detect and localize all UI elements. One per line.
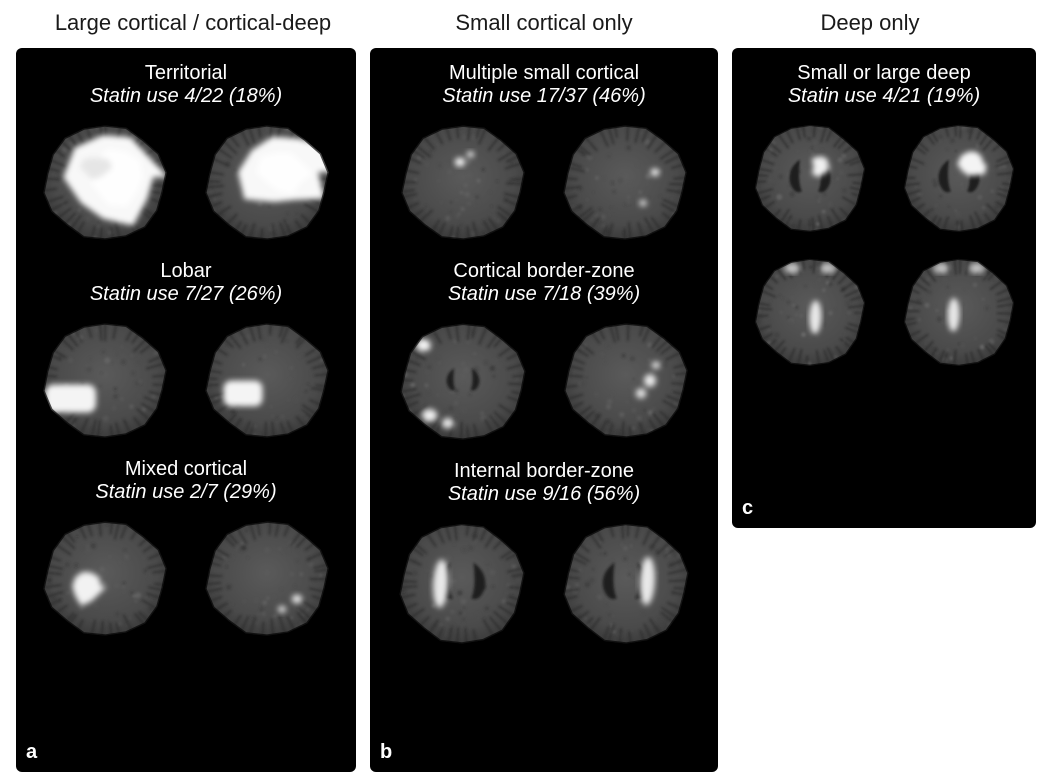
- panel-letter-c: c: [742, 497, 753, 520]
- group-internal-border-zone: Internal border-zone Statin use 9/16 (56…: [380, 460, 708, 658]
- group-stat-cortical-border-zone: Statin use 7/18 (39%): [380, 283, 708, 306]
- brain-image: [30, 512, 180, 640]
- brain-image: [192, 314, 342, 442]
- panel-b: Multiple small cortical Statin use 17/37…: [370, 48, 718, 772]
- group-title-deep: Small or large deep: [742, 62, 1026, 85]
- brain-image: [192, 512, 342, 640]
- group-title-mixed-cortical: Mixed cortical: [26, 458, 346, 481]
- brain-image: [892, 250, 1026, 370]
- group-cortical-border-zone: Cortical border-zone Statin use 7/18 (39…: [380, 260, 708, 454]
- group-stat-deep: Statin use 4/21 (19%): [742, 85, 1026, 108]
- brain-image: [892, 116, 1026, 236]
- group-title-territorial: Territorial: [26, 62, 346, 85]
- brain-grid-deep: [742, 116, 1026, 370]
- panel-letter-a: a: [26, 741, 37, 764]
- column-headers-row: Large cortical / cortical-deep Small cor…: [16, 8, 1034, 42]
- brain-image: [387, 314, 539, 444]
- group-title-internal-border-zone: Internal border-zone: [380, 460, 708, 483]
- group-lobar: Lobar Statin use 7/27 (26%): [26, 260, 346, 452]
- brain-image: [551, 314, 701, 442]
- panel-c: Small or large deep Statin use 4/21 (19%…: [732, 48, 1036, 528]
- brain-image: [192, 116, 342, 244]
- brain-row-territorial: [26, 116, 346, 244]
- column-header-b: Small cortical only: [370, 8, 718, 42]
- brain-image: [386, 514, 538, 648]
- group-title-lobar: Lobar: [26, 260, 346, 283]
- brain-image: [30, 116, 180, 244]
- group-stat-territorial: Statin use 4/22 (18%): [26, 85, 346, 108]
- column-header-a: Large cortical / cortical-deep: [16, 8, 370, 42]
- panel-letter-b: b: [380, 741, 392, 764]
- brain-image: [550, 116, 700, 244]
- group-stat-multiple-small-cortical: Statin use 17/37 (46%): [380, 85, 708, 108]
- brain-row-cortical-border-zone: [380, 314, 708, 444]
- brain-image: [550, 514, 702, 648]
- group-territorial: Territorial Statin use 4/22 (18%): [26, 62, 346, 254]
- brain-image: [388, 116, 538, 244]
- brain-image: [30, 314, 180, 442]
- brain-row-internal-border-zone: [380, 514, 708, 648]
- group-mixed-cortical: Mixed cortical Statin use 2/7 (29%): [26, 458, 346, 650]
- brain-image: [743, 250, 877, 370]
- group-deep: Small or large deep Statin use 4/21 (19%…: [742, 62, 1026, 380]
- group-title-cortical-border-zone: Cortical border-zone: [380, 260, 708, 283]
- brain-image: [743, 116, 877, 236]
- group-stat-lobar: Statin use 7/27 (26%): [26, 283, 346, 306]
- group-title-multiple-small-cortical: Multiple small cortical: [380, 62, 708, 85]
- group-stat-internal-border-zone: Statin use 9/16 (56%): [380, 483, 708, 506]
- panels-row: Territorial Statin use 4/22 (18%) Lobar …: [16, 48, 1034, 772]
- panel-a: Territorial Statin use 4/22 (18%) Lobar …: [16, 48, 356, 772]
- brain-row-lobar: [26, 314, 346, 442]
- figure-root: Large cortical / cortical-deep Small cor…: [0, 0, 1050, 784]
- brain-row-mixed-cortical: [26, 512, 346, 640]
- brain-row-multiple-small-cortical: [380, 116, 708, 244]
- group-multiple-small-cortical: Multiple small cortical Statin use 17/37…: [380, 62, 708, 254]
- column-header-c: Deep only: [718, 8, 1022, 42]
- group-stat-mixed-cortical: Statin use 2/7 (29%): [26, 481, 346, 504]
